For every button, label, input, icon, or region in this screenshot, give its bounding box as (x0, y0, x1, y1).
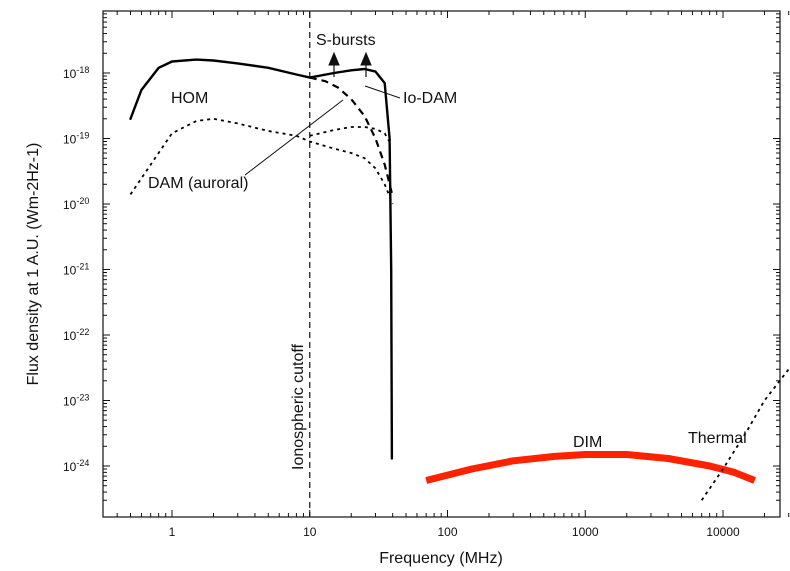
series-io-dam (309, 126, 392, 146)
y-tick-label: 10-23 (63, 393, 89, 409)
x-tick-label: 1 (169, 525, 176, 539)
y-tick-label: 10-19 (63, 131, 89, 147)
y-axis-title: Flux density at 1 A.U. (Wm-2Hz-1) (25, 143, 42, 386)
s-burst-arrowhead-1 (328, 51, 340, 66)
s-burst-arrowhead-2 (360, 51, 372, 66)
thermal-label: Thermal (688, 430, 747, 447)
series-hom (129, 58, 394, 460)
io-dam-leader (364, 85, 401, 99)
series-dam-auroral (309, 76, 394, 197)
io-dam-label: Io-DAM (403, 90, 457, 107)
ionospheric-cutoff-label: Ionospheric cutoff (290, 343, 307, 470)
plot-frame (102, 10, 781, 518)
x-tick-label: 10000 (706, 525, 740, 539)
y-tick-label: 10-21 (63, 262, 89, 278)
x-tick-label: 10 (303, 525, 317, 539)
y-tick-label: 10-24 (63, 458, 89, 474)
x-tick-label: 100 (437, 525, 457, 539)
x-axis-title: Frequency (MHz) (379, 550, 503, 567)
series-dim (425, 451, 756, 484)
dim-label: DIM (573, 434, 602, 451)
dam-auroral-label: DAM (auroral) (148, 175, 248, 192)
s-burst-arrows (328, 51, 372, 77)
dam-leader (244, 99, 344, 176)
y-tick-label: 10-22 (63, 327, 89, 343)
y-tick-labels: 10-18 10-19 10-20 10-21 10-22 10-23 10-24 (63, 65, 89, 474)
s-bursts-label: S-bursts (316, 32, 376, 49)
x-tick-label: 1000 (572, 525, 599, 539)
y-tick-label: 10-20 (63, 196, 89, 212)
axis-ticks (103, 11, 790, 517)
y-tick-label: 10-18 (63, 65, 89, 81)
x-tick-labels: 1 10 100 1000 10000 (169, 525, 740, 539)
hom-label: HOM (171, 90, 208, 107)
